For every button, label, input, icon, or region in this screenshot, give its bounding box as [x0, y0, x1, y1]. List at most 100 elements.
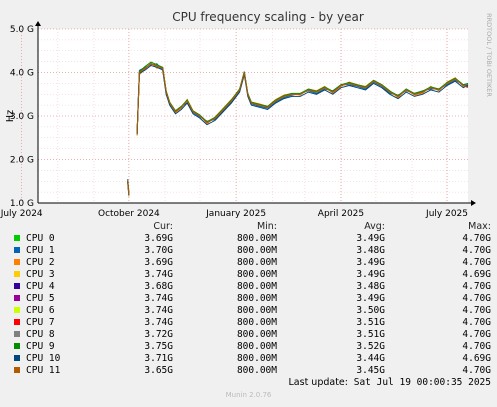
y-tick-label: 2.0 G	[10, 156, 34, 166]
y-axis-arrow	[35, 21, 41, 26]
legend-avg: 3.49G	[356, 269, 385, 280]
legend-swatch	[14, 319, 20, 325]
legend-header-min: Min:	[256, 221, 277, 232]
legend-row: CPU 6 3.74G 800.00M 3.50G 4.70G	[8, 305, 491, 317]
legend-row: CPU 5 3.74G 800.00M 3.49G 4.70G	[8, 293, 491, 305]
legend-swatch	[14, 247, 20, 253]
legend-row: CPU 11 3.65G 800.00M 3.45G 4.70G	[8, 365, 491, 377]
legend-cur: 3.71G	[144, 353, 173, 364]
x-tick-label: July 2025	[425, 209, 468, 219]
legend-min: 800.00M	[236, 233, 277, 244]
legend-min: 800.00M	[236, 317, 277, 328]
legend-table: Cur: Min: Avg: Max: CPU 0 3.69G 800.00M 3.4…	[8, 221, 491, 377]
y-tick-label: 4.0 G	[10, 69, 34, 79]
legend-cur: 3.68G	[144, 281, 173, 292]
legend-swatch	[14, 367, 20, 373]
legend-row: CPU 2 3.69G 800.00M 3.49G 4.70G	[8, 257, 491, 269]
legend-cur: 3.65G	[144, 365, 173, 376]
legend-name: CPU 2	[26, 257, 55, 268]
legend-row: CPU 1 3.70G 800.00M 3.48G 4.70G	[8, 245, 491, 257]
legend-name: CPU 11	[26, 365, 61, 376]
legend-max: 4.70G	[462, 317, 491, 328]
legend-cur: 3.69G	[144, 233, 173, 244]
chart-svg: 1.0 G 2.0 G 3.0 G 4.0 G 5.0 G July 2024 Octobe…	[0, 10, 493, 219]
legend-max: 4.70G	[462, 281, 491, 292]
legend-max: 4.70G	[462, 365, 491, 376]
footer-version: Munin 2.0.76	[225, 391, 272, 399]
legend-row: CPU 8 3.72G 800.00M 3.51G 4.70G	[8, 329, 491, 341]
legend-row: CPU 3 3.74G 800.00M 3.49G 4.69G	[8, 269, 491, 281]
legend-cur: 3.72G	[144, 329, 173, 340]
legend-swatch	[14, 331, 20, 337]
series-line	[127, 63, 469, 195]
legend-name: CPU 8	[26, 329, 55, 340]
legend-swatch	[14, 271, 20, 277]
legend-max: 4.69G	[462, 353, 491, 364]
legend-row: CPU 0 3.69G 800.00M 3.49G 4.70G	[8, 233, 491, 245]
legend-max: 4.70G	[462, 257, 491, 268]
watermark: RRDTOOL / TOBI OETIKER	[485, 13, 493, 97]
last-update-value: Sat Jul 19 00:00:35 2025	[353, 377, 491, 388]
legend-max: 4.70G	[462, 341, 491, 352]
last-update: Last update: Sat Jul 19 00:00:35 2025	[289, 377, 492, 388]
legend-name: CPU 1	[26, 245, 55, 256]
legend-name: CPU 7	[26, 317, 55, 328]
legend-avg: 3.45G	[356, 365, 385, 376]
x-tick-label: January 2025	[205, 209, 266, 219]
x-tick-label: July 2024	[0, 209, 43, 219]
legend-name: CPU 5	[26, 293, 55, 304]
legend-cur: 3.74G	[144, 305, 173, 316]
legend-header-avg: Avg:	[364, 221, 385, 232]
legend-name: CPU 3	[26, 269, 55, 280]
legend-swatch	[14, 259, 20, 265]
y-tick-label: 5.0 G	[10, 25, 34, 35]
x-tick-label: April 2025	[318, 209, 364, 219]
legend-cur: 3.75G	[144, 341, 173, 352]
legend-avg: 3.51G	[356, 329, 385, 340]
legend-avg: 3.51G	[356, 317, 385, 328]
legend-min: 800.00M	[236, 245, 277, 256]
legend-name: CPU 6	[26, 305, 55, 316]
legend-swatch	[14, 235, 20, 241]
legend-min: 800.00M	[236, 329, 277, 340]
legend-swatch	[14, 355, 20, 361]
legend-row: CPU 7 3.74G 800.00M 3.51G 4.70G	[8, 317, 491, 329]
legend-name: CPU 4	[26, 281, 55, 292]
legend-max: 4.70G	[462, 245, 491, 256]
legend-min: 800.00M	[236, 341, 277, 352]
y-tick-label: 1.0 G	[10, 199, 34, 209]
legend-row: CPU 9 3.75G 800.00M 3.52G 4.70G	[8, 341, 491, 353]
legend-cur: 3.74G	[144, 293, 173, 304]
y-tick-label: 3.0 G	[10, 112, 34, 122]
legend-avg: 3.48G	[356, 281, 385, 292]
legend-avg: 3.49G	[356, 257, 385, 268]
legend-cur: 3.70G	[144, 245, 173, 256]
legend-avg: 3.52G	[356, 341, 385, 352]
legend-swatch	[14, 343, 20, 349]
last-update-label: Last update:	[288, 377, 348, 388]
legend-max: 4.70G	[462, 305, 491, 316]
y-axis-label: Hz	[5, 110, 16, 122]
legend-max: 4.70G	[462, 233, 491, 244]
legend-min: 800.00M	[236, 353, 277, 364]
legend-name: CPU 0	[26, 233, 55, 244]
legend-swatch	[14, 307, 20, 313]
legend-max: 4.69G	[462, 269, 491, 280]
legend-avg: 3.49G	[356, 293, 385, 304]
legend-min: 800.00M	[236, 269, 277, 280]
legend-min: 800.00M	[236, 293, 277, 304]
legend-cur: 3.74G	[144, 269, 173, 280]
legend-rows: CPU 0 3.69G 800.00M 3.49G 4.70G CPU 1 3.70G 800…	[8, 233, 491, 377]
legend-row: CPU 4 3.68G 800.00M 3.48G 4.70G	[8, 281, 491, 293]
legend-max: 4.70G	[462, 329, 491, 340]
legend-name: CPU 10	[26, 353, 61, 364]
x-tick-label: October 2024	[98, 209, 160, 219]
legend-cur: 3.74G	[144, 317, 173, 328]
legend-min: 800.00M	[236, 305, 277, 316]
legend-avg: 3.44G	[356, 353, 385, 364]
legend-avg: 3.49G	[356, 233, 385, 244]
legend-name: CPU 9	[26, 341, 55, 352]
legend-min: 800.00M	[236, 257, 277, 268]
legend-header-cur: Cur:	[153, 221, 173, 232]
